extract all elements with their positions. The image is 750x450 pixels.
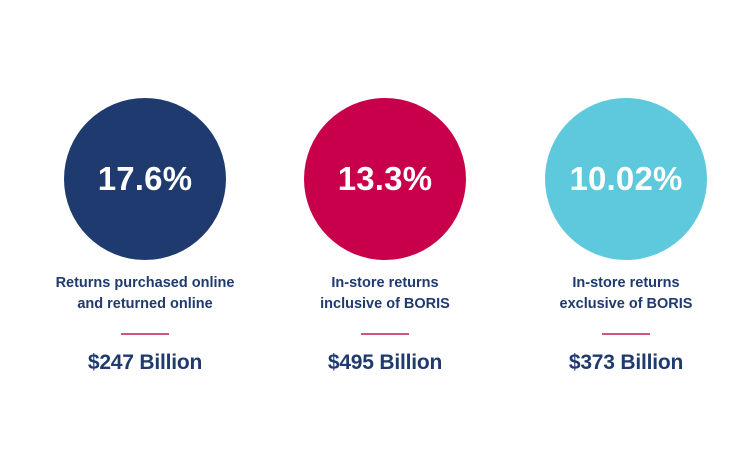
stat-label: In-store returns exclusive of BORIS — [516, 273, 736, 315]
stat-label-line-1: Returns purchased online — [55, 275, 235, 291]
stat-instore-inclusive-boris: 13.3% In-store returns inclusive of BORI… — [275, 98, 495, 375]
stat-label: Returns purchased online and returned on… — [35, 273, 255, 315]
stat-online-returns: 17.6% Returns purchased online and retur… — [35, 98, 255, 375]
percent-value: 13.3% — [337, 160, 433, 197]
stat-amount: $373 Billion — [568, 351, 684, 374]
stat-amount: $495 Billion — [327, 351, 443, 374]
stat-label-line-1: In-store returns — [572, 275, 680, 291]
divider — [602, 333, 650, 335]
stat-label: In-store returns inclusive of BORIS — [275, 273, 495, 315]
percent-value: 17.6% — [97, 160, 193, 197]
stat-label-line-2: inclusive of BORIS — [320, 296, 450, 312]
stat-label-line-2: exclusive of BORIS — [559, 296, 693, 312]
percent-circle: 13.3% — [304, 98, 466, 260]
percent-value: 10.02% — [569, 160, 683, 197]
stat-instore-exclusive-boris: 10.02% In-store returns exclusive of BOR… — [516, 98, 736, 375]
percent-circle: 10.02% — [545, 98, 707, 260]
divider — [361, 333, 409, 335]
divider — [121, 333, 169, 335]
stat-amount: $247 Billion — [87, 351, 203, 374]
stat-label-line-1: In-store returns — [331, 275, 439, 291]
percent-circle: 17.6% — [64, 98, 226, 260]
stat-label-line-2: and returned online — [77, 296, 213, 312]
